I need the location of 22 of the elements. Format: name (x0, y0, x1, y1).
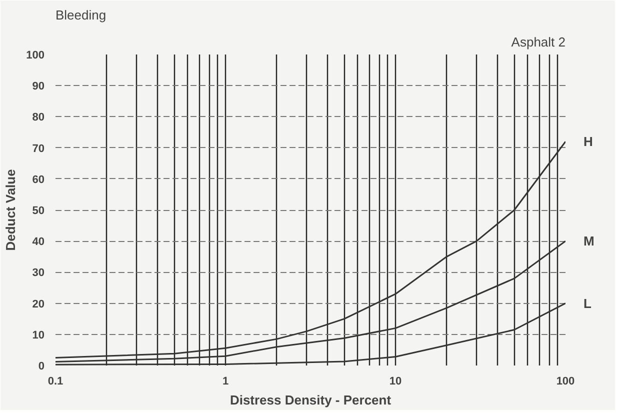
y-tick-label: 70 (32, 142, 45, 155)
series-label: L (584, 296, 592, 311)
series-label: H (584, 134, 593, 150)
y-axis-title: Deduct Value (3, 169, 18, 251)
chart-title: Bleeding (56, 8, 106, 22)
y-tick-label: 20 (32, 298, 45, 310)
y-tick-label: 30 (32, 267, 45, 280)
y-tick-label: 80 (32, 112, 45, 124)
y-tick-label: 100 (26, 50, 45, 62)
x-axis-title: Distress Density - Percent (230, 392, 392, 408)
x-tick-label: 1 (222, 376, 229, 388)
x-tick-label: 0.1 (48, 376, 64, 388)
series-label: M (584, 234, 594, 249)
x-tick-label: 100 (556, 376, 575, 388)
y-tick-label: 10 (32, 329, 45, 342)
y-tick-label: 0 (38, 360, 45, 372)
y-tick-label: 60 (32, 174, 45, 186)
y-tick-label: 50 (32, 205, 45, 217)
y-tick-label: 90 (32, 80, 45, 93)
chart-subtitle: Asphalt 2 (511, 34, 566, 50)
y-tick-label: 40 (32, 236, 45, 248)
x-tick-label: 10 (389, 376, 402, 388)
